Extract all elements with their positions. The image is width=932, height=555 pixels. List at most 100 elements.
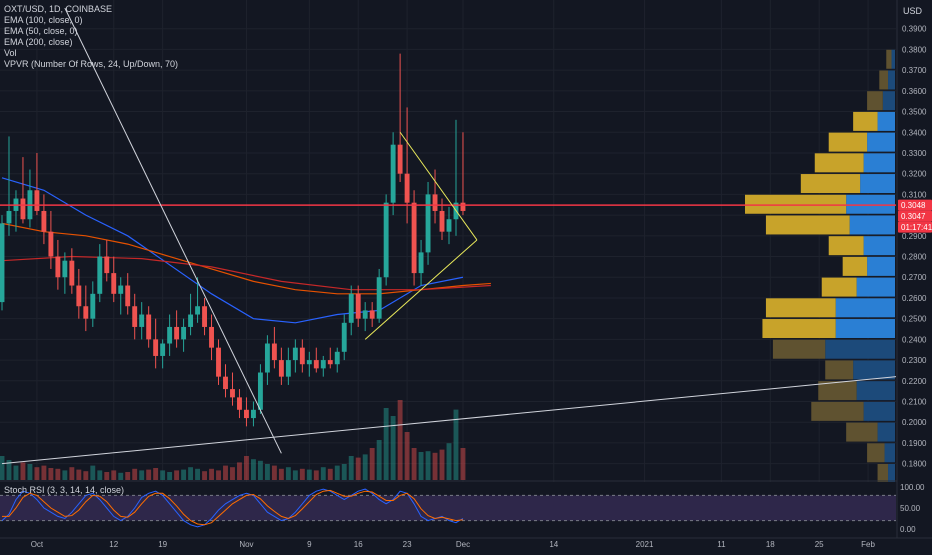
- volume-bar: [34, 467, 40, 480]
- volume-bar: [20, 462, 26, 480]
- price-tick-label: 0.3700: [902, 66, 927, 75]
- candle-body: [104, 256, 110, 274]
- candle-body: [237, 397, 242, 410]
- candle-body: [125, 285, 131, 307]
- volume-bar: [299, 468, 305, 480]
- vpvr-up-bar: [863, 153, 895, 173]
- volume-bar: [355, 457, 361, 480]
- price-tick-label: 0.2600: [902, 294, 927, 303]
- candle-body: [202, 306, 207, 327]
- price-tick-label: 0.3800: [902, 45, 927, 54]
- vpvr-up-bar: [856, 381, 895, 401]
- volume-bar: [320, 467, 326, 480]
- volume-bar: [188, 467, 194, 480]
- time-axis[interactable]: Oct 12 19 Nov 9 16 23 Dec 14 2021 11 18 25 Feb: [0, 537, 932, 549]
- volume-bar: [313, 470, 319, 480]
- price-tick-label: 0.2700: [902, 273, 927, 282]
- time-tick-label: 12: [109, 540, 118, 549]
- vpvr-up-bar: [891, 49, 895, 69]
- price-tag-label: 0.3047: [901, 212, 926, 221]
- vpvr-up-bar: [888, 70, 895, 90]
- volume-bar: [278, 468, 284, 480]
- candle-body: [383, 202, 389, 278]
- price-tag-label: 0.3048: [901, 201, 926, 210]
- price-tick-label: 0.3600: [902, 87, 927, 96]
- vpvr-up-bar: [846, 194, 895, 214]
- stoch-rsi-panel: [0, 480, 932, 532]
- candle-body: [285, 360, 291, 377]
- price-tick-label: 0.2000: [902, 418, 927, 427]
- vpvr-up-bar: [867, 132, 895, 152]
- volume-bar: [97, 470, 103, 480]
- drawings: [0, 7, 897, 465]
- vpvr-down-bar: [879, 70, 889, 90]
- price-tick-label: 0.1900: [902, 439, 927, 448]
- volume-bar: [376, 440, 382, 480]
- volume-bar: [160, 470, 166, 480]
- candle-body: [313, 360, 319, 369]
- candle-body: [223, 376, 228, 390]
- vpvr-down-bar: [800, 174, 861, 194]
- candle-body: [0, 223, 5, 303]
- candle-body: [334, 351, 340, 365]
- volume-bar: [195, 468, 201, 480]
- vpvr-down-bar: [818, 381, 857, 401]
- ema-line: [1, 177, 464, 324]
- candle-body: [446, 219, 452, 232]
- candle-body: [174, 326, 180, 340]
- time-tick-label: 19: [158, 540, 167, 549]
- volume-bar: [139, 470, 145, 480]
- price-tick-label: 0.3900: [902, 25, 927, 34]
- candle-body: [216, 347, 221, 377]
- volume-bar: [146, 469, 152, 480]
- time-tick-label: Dec: [456, 540, 470, 549]
- volume-bar: [285, 467, 291, 480]
- volume-bar: [327, 468, 333, 480]
- trendline: [64, 7, 282, 454]
- vpvr-down-bar: [828, 132, 868, 152]
- candle-body: [188, 314, 194, 327]
- volume-bar: [13, 465, 19, 480]
- candle-body: [153, 339, 159, 356]
- triangle-trendline: [399, 131, 478, 241]
- rsi-tick-label: 100.00: [900, 483, 925, 492]
- vpvr-up-bar: [888, 464, 895, 483]
- candle-body: [41, 210, 47, 232]
- volume-bar: [174, 470, 180, 480]
- price-axis[interactable]: 0.1800 0.1900 0.2000 0.2100 0.2200 0.2300 0.24…: [896, 0, 932, 550]
- volume-bars: [0, 400, 466, 480]
- price-tag-bg: [898, 199, 932, 211]
- vpvr-down-bar: [765, 215, 850, 235]
- candle-body: [97, 256, 103, 294]
- price-tag-bg: [898, 221, 932, 233]
- trendline: [1, 376, 897, 465]
- volume-bar: [167, 472, 173, 480]
- vpvr-down-bar: [853, 111, 878, 131]
- candle-body: [167, 326, 173, 344]
- price-tick-label: 0.3100: [902, 190, 927, 199]
- volume-bar: [132, 468, 138, 480]
- price-tick-label: 0.2200: [902, 377, 927, 386]
- candle-body: [257, 372, 263, 410]
- volume-bar: [244, 456, 249, 480]
- candle-body: [306, 360, 312, 365]
- volume-profile: [745, 49, 895, 483]
- candle-body: [348, 293, 354, 323]
- vpvr-up-bar: [882, 91, 895, 111]
- stoch-rsi-label[interactable]: Stoch RSI (3, 3, 14, 14, close): [4, 485, 125, 495]
- vpvr-up-bar: [849, 215, 895, 235]
- volume-bar: [41, 465, 47, 480]
- candle-body: [376, 277, 382, 319]
- vpvr-up-bar: [853, 360, 895, 380]
- rsi-tick-label: 50.00: [900, 504, 921, 513]
- volume-bar: [264, 464, 270, 480]
- candle-body: [292, 347, 298, 361]
- volume-bar: [237, 462, 242, 480]
- vpvr-up-bar: [867, 256, 895, 276]
- candle-body: [327, 360, 333, 365]
- volume-bar: [216, 470, 221, 480]
- volume-bar: [27, 464, 33, 480]
- candle-body: [90, 293, 96, 319]
